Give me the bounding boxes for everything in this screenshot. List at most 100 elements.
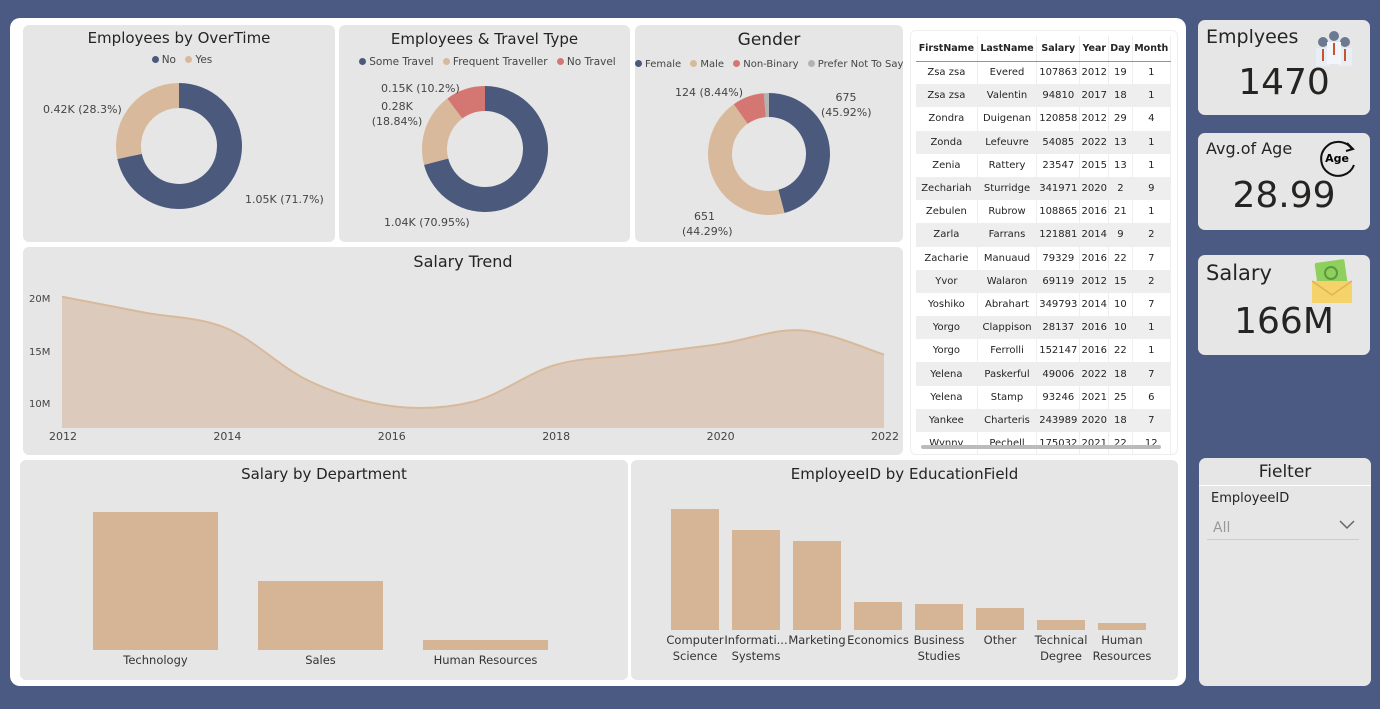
chart-title: EmployeeID by EducationField xyxy=(790,465,1019,483)
y-tick-label: 15M xyxy=(29,346,51,358)
table-row[interactable]: Yoshiko Abrahart 349793 2014 10 7 xyxy=(916,292,1172,317)
cell-year: 2020 xyxy=(1079,176,1110,201)
cell-day: 9 xyxy=(1108,223,1133,247)
table-row[interactable]: Yankee Charteris 243989 2020 18 7 xyxy=(916,408,1172,432)
employee-table[interactable]: FirstName LastName Salary Year Day Month Zsa … xyxy=(910,30,1178,455)
chart-title: Salary by Department xyxy=(241,465,407,483)
cell-firstname: Zondra xyxy=(916,107,978,131)
column-header-month[interactable]: Month xyxy=(1132,36,1172,62)
legend-prefer-not: Prefer Not To Say xyxy=(817,59,904,70)
table-row[interactable]: Yorgo Clappison 28137 2016 10 1 xyxy=(916,316,1172,340)
slice-label: 1.04K (70.95%) xyxy=(384,216,470,229)
cell-lastname: Valentin xyxy=(977,84,1038,108)
table-row[interactable]: Zarla Farrans 121881 2014 9 2 xyxy=(916,223,1172,247)
donut-slice-some-travel[interactable] xyxy=(424,86,548,213)
donut-slice-yes[interactable] xyxy=(116,83,179,159)
y-tick-label: 10M xyxy=(29,399,51,410)
salary-line[interactable] xyxy=(61,295,885,409)
horizontal-scrollbar[interactable] xyxy=(921,445,1161,449)
x-tick-label: 2016 xyxy=(377,430,406,443)
column-header-salary[interactable]: Salary xyxy=(1036,36,1081,62)
column-header-lastname[interactable]: LastName xyxy=(977,36,1038,62)
donut-slice-frequent-traveller[interactable] xyxy=(422,98,463,165)
table-row[interactable]: Zebulen Rubrow 108865 2016 21 1 xyxy=(916,200,1172,224)
table-row[interactable]: Zonda Lefeuvre 54085 2022 13 1 xyxy=(916,130,1172,154)
table-row[interactable]: Zondra Duigenan 120858 2012 29 4 xyxy=(916,107,1172,131)
cell-salary: 341971 xyxy=(1036,176,1081,201)
slice-label: 0.15K (10.2%) xyxy=(381,82,460,95)
category-label: Technology xyxy=(123,653,188,667)
table-row[interactable]: Yelena Paskerful 49006 2022 18 7 xyxy=(916,362,1172,386)
salary-trend-card[interactable]: Salary Trend 10M 15M 20M 2012 2014 2016 2018 20… xyxy=(23,247,903,455)
slicer-field-label: EmployeeID xyxy=(1211,491,1290,506)
slicer-dropdown[interactable]: All xyxy=(1207,512,1359,540)
donut-slice-prefer-not-to-say[interactable] xyxy=(763,93,769,118)
table-row[interactable]: Zacharie Manuaud 79329 2016 22 7 xyxy=(916,246,1172,270)
salary-by-department-card[interactable]: Salary by Department Technology Sales Huma… xyxy=(20,460,628,680)
bar-technical-degree[interactable] xyxy=(1037,619,1085,630)
cell-lastname: Stamp xyxy=(977,385,1038,409)
column-header-year[interactable]: Year xyxy=(1079,36,1110,62)
bar-technology[interactable] xyxy=(93,512,218,650)
bar-computer-science[interactable] xyxy=(671,508,719,630)
cell-salary: 107863 xyxy=(1036,61,1081,85)
legend: Female Male Non-Binary Prefer Not To Say xyxy=(635,59,903,70)
cell-day: 15 xyxy=(1108,269,1133,293)
cell-year: 2015 xyxy=(1079,153,1110,177)
cell-month: 7 xyxy=(1132,292,1172,317)
donut-slice-no[interactable] xyxy=(117,83,242,210)
chevron-down-icon[interactable] xyxy=(1339,520,1355,530)
kpi-value: 166M xyxy=(1234,301,1334,342)
cell-month: 1 xyxy=(1132,130,1172,154)
table-row[interactable]: Zechariah Sturridge 341971 2020 2 9 xyxy=(916,176,1172,201)
cell-month: 1 xyxy=(1132,153,1172,177)
table-row[interactable]: Wynny Pechell 175032 2021 22 12 xyxy=(916,432,1172,454)
column-header-day[interactable]: Day xyxy=(1108,36,1133,62)
cell-salary: 69119 xyxy=(1036,269,1081,293)
bar-marketing[interactable] xyxy=(793,540,841,630)
y-tick-label: 20M xyxy=(29,294,51,305)
education-field-card[interactable]: EmployeeID by EducationField Computer Sc… xyxy=(631,460,1178,680)
legend: Some Travel Frequent Traveller No Travel xyxy=(339,56,630,68)
cell-month: 6 xyxy=(1132,385,1172,409)
cell-salary: 93246 xyxy=(1036,385,1081,409)
column-header-firstname[interactable]: FirstName xyxy=(916,36,978,62)
donut-slice-male[interactable] xyxy=(708,104,785,215)
gender-donut-card[interactable]: Gender Female Male Non-Binary Prefer Not… xyxy=(635,25,903,242)
cell-day: 22 xyxy=(1108,432,1133,454)
salary-trend-chart xyxy=(61,295,885,428)
table-row[interactable]: Zsa zsa Evered 107863 2012 19 1 xyxy=(916,61,1172,85)
bar-human-resources[interactable] xyxy=(1098,622,1146,630)
donut-slice-no-travel[interactable] xyxy=(447,86,485,119)
cell-year: 2016 xyxy=(1079,200,1110,224)
overtime-donut-card[interactable]: Employees by OverTime No Yes 0.42K (28.3… xyxy=(23,25,335,242)
donut-slice-female[interactable] xyxy=(769,93,830,214)
bar-human-resources[interactable] xyxy=(423,639,548,650)
table-header: FirstName LastName Salary Year Day Month xyxy=(916,36,1172,62)
travel-donut-card[interactable]: Employees & Travel Type Some Travel Freq… xyxy=(339,25,630,242)
cell-year: 2012 xyxy=(1079,269,1110,293)
slice-label: 675 (45.92%) xyxy=(821,91,872,119)
cell-day: 22 xyxy=(1108,246,1133,270)
category-label: Human Resources xyxy=(433,653,538,667)
table-row[interactable]: Yelena Stamp 93246 2021 25 6 xyxy=(916,385,1172,409)
table-row[interactable]: Zsa zsa Valentin 94810 2017 18 1 xyxy=(916,84,1172,108)
cell-lastname: Farrans xyxy=(977,223,1038,247)
cell-firstname: Zenia xyxy=(916,153,978,177)
cell-day: 10 xyxy=(1108,292,1133,317)
bar-information-systems[interactable] xyxy=(732,529,780,630)
cell-lastname: Rubrow xyxy=(977,200,1038,224)
table-row[interactable]: Yvor Walaron 69119 2012 15 2 xyxy=(916,269,1172,293)
slice-label: 1.05K (71.7%) xyxy=(245,193,324,206)
cell-lastname: Pechell xyxy=(977,432,1038,454)
cell-salary: 79329 xyxy=(1036,246,1081,270)
donut-slice-non-binary[interactable] xyxy=(733,93,766,124)
table-row[interactable]: Zenia Rattery 23547 2015 13 1 xyxy=(916,153,1172,177)
bar-sales[interactable] xyxy=(258,580,383,650)
table-row[interactable]: Yorgo Ferrolli 152147 2016 22 1 xyxy=(916,339,1172,363)
bar-economics[interactable] xyxy=(854,601,902,630)
bar-business-studies[interactable] xyxy=(915,603,963,630)
bar-other[interactable] xyxy=(976,608,1024,630)
employee-id-slicer[interactable]: Fielter EmployeeID All xyxy=(1199,458,1371,686)
x-tick-label: 2014 xyxy=(213,430,242,443)
